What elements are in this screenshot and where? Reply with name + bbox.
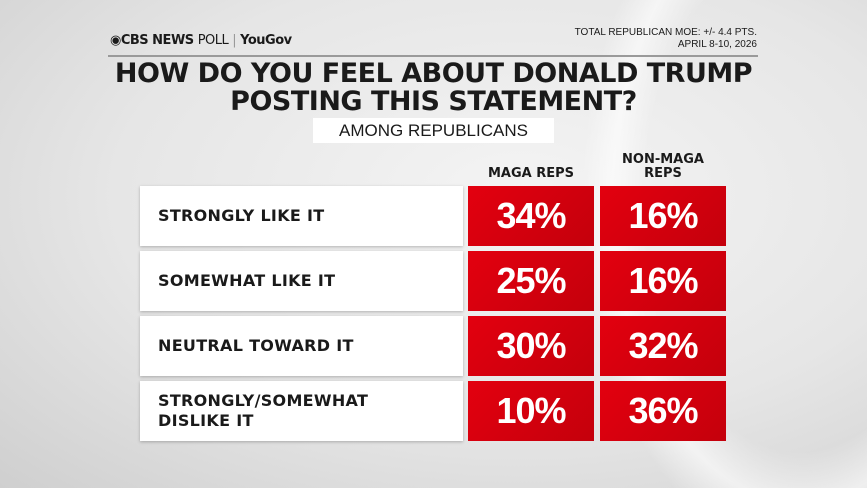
row-label: SOMEWHAT LIKE IT: [140, 251, 463, 311]
value-cell: 25%: [468, 251, 594, 311]
value-cell: 16%: [600, 186, 726, 246]
row-label-text: SOMEWHAT LIKE IT: [140, 271, 335, 291]
value-cell: 32%: [600, 316, 726, 376]
row-label-line: STRONGLY/SOMEWHAT: [158, 391, 369, 410]
row-label: STRONGLY LIKE IT: [140, 186, 463, 246]
cbs-eye-icon: ◉: [110, 33, 121, 48]
moe-text: TOTAL REPUBLICAN MOE: +/- 4.4 PTS.: [574, 27, 757, 38]
column-header-line: NON-MAGA: [622, 152, 704, 167]
row-label-line: SOMEWHAT LIKE IT: [158, 271, 336, 290]
value-cell: 30%: [468, 316, 594, 376]
row-label: NEUTRAL TOWARD IT: [140, 316, 463, 376]
chart-title: HOW DO YOU FEEL ABOUT DONALD TRUMP POSTI…: [0, 60, 867, 116]
row-label-text: NEUTRAL TOWARD IT: [140, 336, 354, 356]
subtitle: AMONG REPUBLICANS: [313, 118, 554, 143]
table-row: NEUTRAL TOWARD IT 30% 32%: [140, 316, 726, 376]
column-header-maga: MAGA REPS: [468, 167, 594, 181]
value-label: 25%: [496, 260, 566, 301]
table-row: STRONGLY LIKE IT 34% 16%: [140, 186, 726, 246]
value-label: 32%: [628, 325, 698, 366]
column-header-non-maga: NON-MAGA REPS: [600, 153, 726, 181]
brand: CBS NEWS: [120, 33, 194, 48]
poll-label: POLL: [197, 33, 229, 48]
row-label-text: STRONGLY LIKE IT: [140, 206, 324, 226]
title-line: HOW DO YOU FEEL ABOUT DONALD TRUMP: [114, 58, 753, 89]
poll-dates: APRIL 8-10, 2026: [677, 39, 757, 50]
row-label: STRONGLY/SOMEWHAT DISLIKE IT: [140, 381, 463, 441]
row-label-line: DISLIKE IT: [158, 411, 254, 430]
table-row: STRONGLY/SOMEWHAT DISLIKE IT 10% 36%: [140, 381, 726, 441]
row-label-text: STRONGLY/SOMEWHAT DISLIKE IT: [140, 391, 368, 431]
divider: |: [232, 33, 237, 48]
column-header-line: REPS: [644, 166, 682, 181]
row-label-line: NEUTRAL TOWARD IT: [158, 336, 354, 355]
partner-label: YouGov: [240, 33, 292, 48]
value-label: 30%: [496, 325, 566, 366]
value-label: 16%: [628, 195, 698, 236]
table-row: SOMEWHAT LIKE IT 25% 16%: [140, 251, 726, 311]
column-header-line: MAGA REPS: [487, 166, 575, 181]
value-cell: 10%: [468, 381, 594, 441]
value-label: 16%: [628, 260, 698, 301]
value-label: 36%: [628, 390, 698, 431]
row-label-line: STRONGLY LIKE IT: [158, 206, 325, 225]
value-label: 10%: [496, 390, 566, 431]
value-label: 34%: [496, 195, 566, 236]
value-cell: 36%: [600, 381, 726, 441]
header-rule: [108, 55, 758, 57]
cbs-yougov-logo: ◉CBS NEWS POLL | YouGov: [110, 33, 292, 48]
moe-info: TOTAL REPUBLICAN MOE: +/- 4.4 PTS. APRIL…: [575, 27, 757, 51]
value-cell: 16%: [600, 251, 726, 311]
value-cell: 34%: [468, 186, 594, 246]
title-line: POSTING THIS STATEMENT?: [230, 86, 637, 117]
